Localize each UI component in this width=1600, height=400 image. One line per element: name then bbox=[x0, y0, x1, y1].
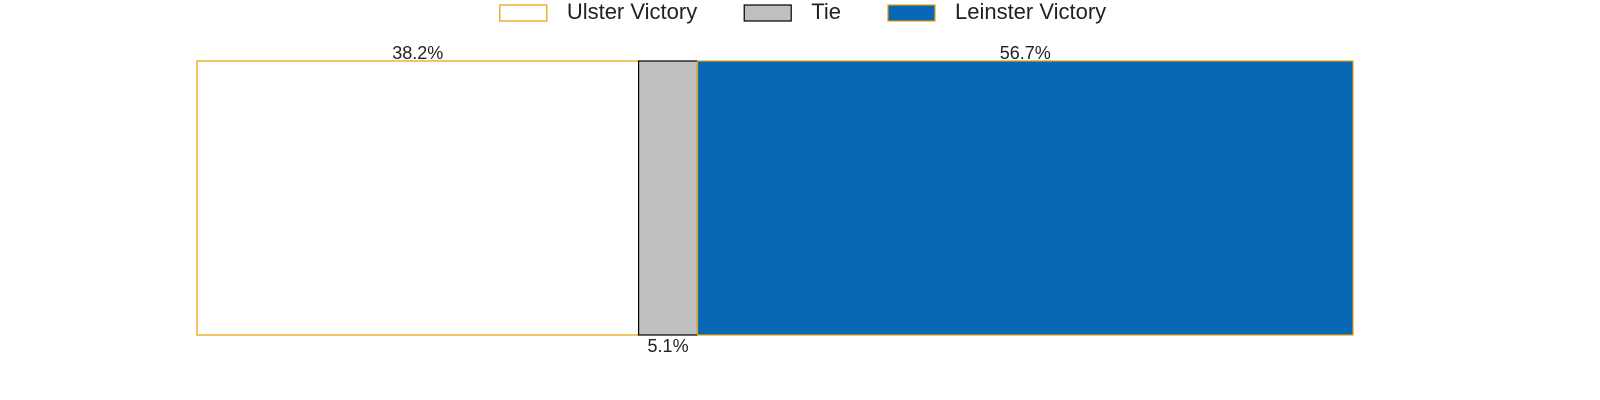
legend-swatch bbox=[887, 4, 936, 22]
value-label: 56.7% bbox=[1000, 43, 1051, 63]
value-label: 5.1% bbox=[648, 336, 689, 356]
legend: Ulster Victory Tie Leinster Victory bbox=[499, 0, 1106, 24]
bar-segment bbox=[637, 60, 699, 336]
value-label: 38.2% bbox=[392, 43, 443, 63]
legend-swatch bbox=[499, 4, 548, 22]
legend-text: Leinster Victory bbox=[955, 0, 1106, 24]
legend-text: Ulster Victory bbox=[567, 0, 697, 24]
bar-segment bbox=[696, 60, 1354, 336]
legend-swatch bbox=[743, 4, 792, 22]
bar-segment bbox=[196, 60, 640, 336]
legend-text: Tie bbox=[811, 0, 841, 24]
